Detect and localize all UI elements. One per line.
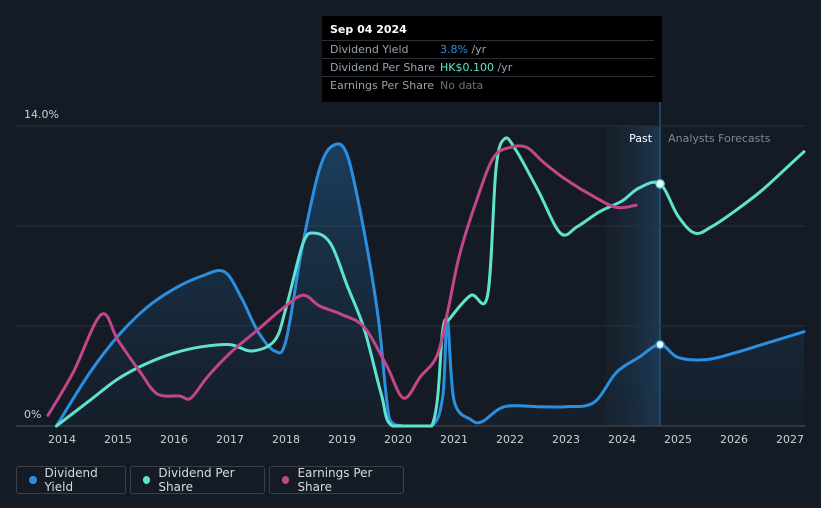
x-tick-label: 2018 (272, 433, 300, 446)
tooltip-row-dividend-per-share: Dividend Per Share HK$0.100 /yr (322, 58, 654, 77)
tooltip-row-earnings-per-share: Earnings Per Share No data (322, 76, 654, 95)
x-tick-label: 2016 (160, 433, 188, 446)
x-tick-label: 2027 (776, 433, 804, 446)
x-tick-label: 2019 (328, 433, 356, 446)
legend-dot-icon (29, 476, 37, 484)
tooltip-row-dividend-yield: Dividend Yield 3.8% /yr (322, 40, 654, 59)
legend-item-dividend-per-share[interactable]: Dividend Per Share (130, 466, 265, 494)
tooltip: Sep 04 2024 Dividend Yield 3.8% /yr Divi… (322, 16, 662, 102)
tooltip-number: HK$0.100 (440, 61, 494, 74)
legend-dot-icon (282, 476, 290, 484)
tooltip-unit: /yr (467, 43, 487, 56)
x-tick-label: 2026 (720, 433, 748, 446)
dividend-per-share-highlight-point (655, 179, 665, 189)
y-tick-label: 14.0% (24, 108, 59, 121)
legend-label: Dividend Per Share (158, 466, 235, 494)
tooltip-label: Dividend Per Share (330, 61, 436, 74)
x-tick-label: 2017 (216, 433, 244, 446)
legend-label: Earnings Per Share (297, 466, 373, 494)
x-tick-label: 2014 (48, 433, 76, 446)
legend-label: Dividend Yield (44, 466, 98, 494)
dividend-yield-highlight-point (655, 339, 665, 350)
x-tick-label: 2020 (384, 433, 412, 446)
x-tick-label: 2021 (440, 433, 468, 446)
tooltip-label: Earnings Per Share (330, 79, 435, 92)
tooltip-unit: /yr (493, 61, 513, 74)
legend-item-dividend-yield[interactable]: Dividend Yield (16, 466, 126, 494)
x-tick-label: 2024 (608, 433, 636, 446)
tooltip-number: 3.8% (440, 43, 468, 56)
forecast-label: Analysts Forecasts (668, 132, 771, 145)
earnings-per-share-line (46, 144, 638, 417)
x-tick-label: 2025 (664, 433, 692, 446)
past-label: Past (629, 132, 653, 145)
tooltip-number: No data (440, 79, 484, 92)
tooltip-date: Sep 04 2024 (330, 23, 407, 36)
legend-item-earnings-per-share[interactable]: Earnings Per Share (269, 466, 404, 494)
tooltip-value: 3.8% /yr (440, 43, 486, 56)
tooltip-label: Dividend Yield (330, 43, 409, 56)
x-tick-label: 2023 (552, 433, 580, 446)
dividend-per-share-line (54, 136, 806, 428)
dividend-yield-area (56, 143, 804, 426)
tooltip-value: No data (440, 79, 483, 92)
x-tick-label: 2015 (104, 433, 132, 446)
y-tick-label: 0% (24, 408, 41, 421)
x-tick-label: 2022 (496, 433, 524, 446)
tooltip-value: HK$0.100 /yr (440, 61, 512, 74)
legend-dot-icon (143, 476, 151, 484)
